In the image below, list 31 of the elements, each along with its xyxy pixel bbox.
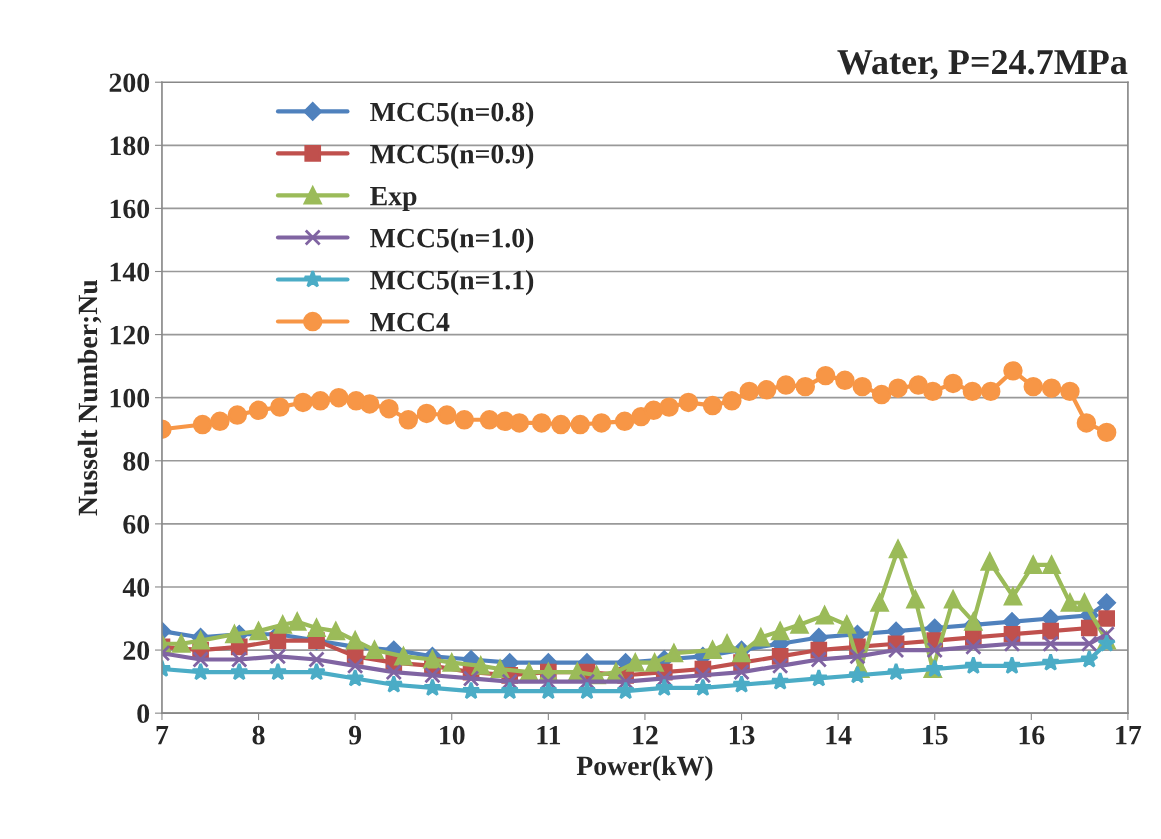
y-tick-label: 180	[110, 136, 150, 156]
x-tick-label: 14	[826, 725, 852, 745]
x-tick-label: 15	[923, 725, 948, 745]
y-tick-label: 20	[123, 641, 150, 660]
legend-label: MCC5(n=0.9)	[370, 143, 534, 170]
y-tick-label: 40	[122, 578, 150, 597]
chart-title: Water, P=24.7MPa	[837, 49, 1128, 80]
x-tick-label: 11	[537, 725, 561, 745]
y-tick-label: 160	[110, 199, 150, 219]
x-tick-label: 7	[156, 726, 169, 745]
x-tick-label: 9	[348, 725, 362, 745]
y-tick-label: 60	[123, 515, 150, 534]
x-axis-title: Power(kW)	[576, 755, 713, 781]
x-tick-label: 13	[729, 725, 755, 745]
y-tick-label: 120	[110, 325, 150, 345]
x-tick-label: 8	[252, 725, 265, 745]
legend-label: Exp	[370, 186, 417, 212]
x-tick-label: 17	[1116, 725, 1142, 745]
x-tick-label: 16	[1019, 725, 1045, 745]
legend-label: MCC5(n=0.8)	[370, 101, 534, 128]
y-axis-title: Nusselt Number;Nu	[77, 279, 102, 516]
y-tick-label: 200	[109, 73, 150, 93]
legend-label: MCC5(n=1.1)	[370, 269, 534, 296]
y-tick-label: 140	[110, 262, 150, 282]
y-tick-label: 0	[137, 704, 150, 724]
x-tick-label: 12	[633, 725, 658, 745]
y-tick-label: 100	[110, 388, 150, 408]
legend-label: MCC4	[370, 312, 450, 332]
y-tick-label: 80	[123, 451, 150, 471]
x-tick-label: 10	[440, 725, 465, 745]
legend-label: MCC5(n=1.0)	[370, 227, 534, 254]
